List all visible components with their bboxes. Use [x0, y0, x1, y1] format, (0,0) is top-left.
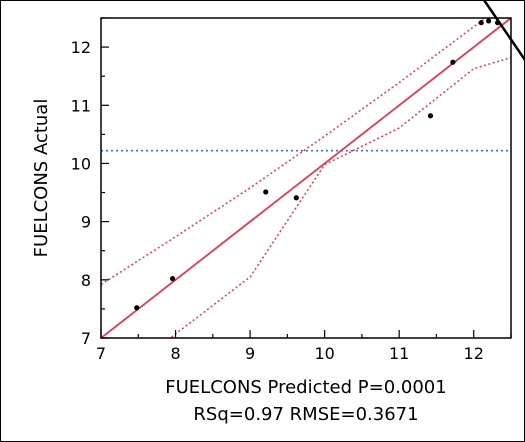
- x-tick-label: 11: [389, 344, 409, 363]
- y-tick-label: 8: [81, 271, 91, 290]
- data-point: [427, 113, 434, 119]
- plot-content: [101, 18, 511, 338]
- x-tick-label: 12: [464, 344, 484, 363]
- confidence-upper: [101, 18, 487, 286]
- plot-area: [100, 17, 512, 339]
- y-tick-label: 7: [81, 329, 91, 348]
- fit-statistics: RSq=0.97 RMSE=0.3671: [193, 404, 418, 425]
- x-tick-label: 9: [245, 344, 255, 363]
- confidence-lower: [169, 56, 511, 338]
- x-tick-label: 10: [314, 344, 334, 363]
- y-axis-title: FUELCONS Actual: [31, 99, 52, 258]
- x-tick-label: 7: [96, 344, 106, 363]
- y-axis: 7 8 9 10 11 12: [71, 17, 109, 348]
- data-point: [263, 189, 269, 195]
- data-point: [134, 305, 140, 311]
- data-point: [478, 20, 484, 26]
- y-tick-label: 10: [71, 154, 91, 173]
- corner-diagonal-mark: [482, 0, 525, 61]
- fit-line: [101, 18, 511, 338]
- plot-frame: [100, 17, 512, 339]
- x-tick-label: 8: [170, 344, 180, 363]
- data-point: [450, 59, 456, 65]
- x-axis: 7 8 9 10 11 12: [96, 330, 512, 363]
- data-point: [486, 18, 492, 24]
- y-tick-label: 9: [81, 213, 91, 232]
- x-axis-title: FUELCONS Predicted P=0.0001: [165, 377, 446, 398]
- y-tick-label: 11: [71, 96, 91, 115]
- data-point: [293, 195, 299, 201]
- y-tick-label: 12: [71, 38, 91, 57]
- data-point: [169, 276, 176, 282]
